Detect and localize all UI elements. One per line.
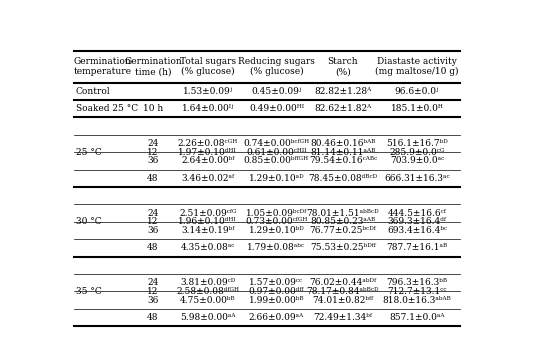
Text: 1.29±0.10ᵃᴰ: 1.29±0.10ᵃᴰ bbox=[249, 174, 304, 183]
Text: 693.4±16.4ᵇᶜ: 693.4±16.4ᵇᶜ bbox=[387, 226, 447, 235]
Text: 12: 12 bbox=[147, 287, 158, 296]
Text: 857.1±0.0ᵃᴬ: 857.1±0.0ᵃᴬ bbox=[389, 313, 445, 322]
Text: 2.64±0.00ᵇᶠ: 2.64±0.00ᵇᶠ bbox=[181, 156, 234, 165]
Text: 10 h: 10 h bbox=[143, 104, 163, 113]
Text: 0.61±0.00ᶜᴴᴵᴵ: 0.61±0.00ᶜᴴᴵᴵ bbox=[246, 148, 306, 157]
Text: 78.17±0.84ᵃᵇᴮᶜᴰ: 78.17±0.84ᵃᵇᴮᶜᴰ bbox=[307, 287, 379, 296]
Text: 3.14±0.19ᵇᶠ: 3.14±0.19ᵇᶠ bbox=[181, 226, 234, 235]
Text: 369.3±16.4ᵈᶠ: 369.3±16.4ᵈᶠ bbox=[388, 217, 447, 226]
Text: 1.97±0.10ᵈᴴᴵ: 1.97±0.10ᵈᴴᴵ bbox=[178, 148, 237, 157]
Text: 81.14±0.11ᵃᴬᴮ: 81.14±0.11ᵃᴬᴮ bbox=[310, 148, 376, 157]
Text: 4.75±0.00ᵇᴮ: 4.75±0.00ᵇᴮ bbox=[180, 295, 235, 305]
Text: 0.97±0.00ᵈᶠᶠ: 0.97±0.00ᵈᶠᶠ bbox=[249, 287, 304, 296]
Text: 35 °C: 35 °C bbox=[76, 287, 101, 296]
Text: 3.81±0.09ᶜᴰ: 3.81±0.09ᶜᴰ bbox=[180, 278, 235, 287]
Text: 75.53±0.25ᵇᴰᶠᶠ: 75.53±0.25ᵇᴰᶠᶠ bbox=[310, 243, 376, 252]
Text: 787.7±16.1ᵃᴮ: 787.7±16.1ᵃᴮ bbox=[386, 243, 448, 252]
Text: 0.45±0.09ʲ: 0.45±0.09ʲ bbox=[252, 87, 301, 96]
Text: 24: 24 bbox=[147, 278, 158, 287]
Text: 0.74±0.00ᵇᶜᶠᴳᴴ: 0.74±0.00ᵇᶜᶠᴳᴴ bbox=[243, 139, 310, 148]
Text: 25 °C: 25 °C bbox=[76, 148, 101, 157]
Text: 185.1±0.0ᴴ: 185.1±0.0ᴴ bbox=[391, 104, 443, 113]
Text: 1.05±0.09ᵇᶜᴰᶠ: 1.05±0.09ᵇᶜᴰᶠ bbox=[246, 209, 307, 217]
Text: 80.46±0.16ᵇᴬᴮ: 80.46±0.16ᵇᴬᴮ bbox=[310, 139, 376, 148]
Text: 79.54±0.16ᶜᴬᴮᶜ: 79.54±0.16ᶜᴬᴮᶜ bbox=[309, 156, 377, 165]
Text: 24: 24 bbox=[147, 209, 158, 217]
Text: 4.35±0.08ᵃᶜ: 4.35±0.08ᵃᶜ bbox=[181, 243, 235, 252]
Text: 12: 12 bbox=[147, 217, 158, 226]
Text: 0.73±0.00ᶜᶠᴳᴴ: 0.73±0.00ᶜᶠᴳᴴ bbox=[245, 217, 307, 226]
Text: Diastaste activity
(mg maltose/10 g): Diastaste activity (mg maltose/10 g) bbox=[375, 57, 459, 76]
Text: 76.02±0.44ᵃᵇᴰᶠ: 76.02±0.44ᵃᵇᴰᶠ bbox=[310, 278, 377, 287]
Text: 72.49±1.34ᵇᶠ: 72.49±1.34ᵇᶠ bbox=[314, 313, 372, 322]
Text: Germination
temperature: Germination temperature bbox=[74, 57, 131, 76]
Text: Control: Control bbox=[76, 87, 110, 96]
Text: 1.53±0.09ʲ: 1.53±0.09ʲ bbox=[183, 87, 233, 96]
Text: 1.96±0.10ᵈᴴᴵ: 1.96±0.10ᵈᴴᴵ bbox=[178, 217, 237, 226]
Text: 2.66±0.09ᵃᴬ: 2.66±0.09ᵃᴬ bbox=[249, 313, 304, 322]
Text: 48: 48 bbox=[147, 174, 159, 183]
Text: 82.62±1.82ᴬ: 82.62±1.82ᴬ bbox=[314, 104, 372, 113]
Text: 24: 24 bbox=[147, 139, 158, 148]
Text: Starch
(%): Starch (%) bbox=[327, 57, 358, 76]
Text: 36: 36 bbox=[147, 156, 158, 165]
Text: 818.0±16.3ᵃᵇᴬᴮ: 818.0±16.3ᵃᵇᴬᴮ bbox=[383, 295, 452, 305]
Text: 2.51±0.09ᶜᶠᴳ: 2.51±0.09ᶜᶠᴳ bbox=[179, 209, 237, 217]
Text: 0.85±0.00ᵇᶠᶠᴳᴴ: 0.85±0.00ᵇᶠᶠᴳᴴ bbox=[244, 156, 309, 165]
Text: 444.5±16.6ᶜᶠ: 444.5±16.6ᶜᶠ bbox=[388, 209, 447, 217]
Text: 666.31±16.3ᵃᶜ: 666.31±16.3ᵃᶜ bbox=[384, 174, 450, 183]
Text: 2.26±0.08ᶜᴳᴴ: 2.26±0.08ᶜᴳᴴ bbox=[178, 139, 238, 148]
Text: 0.49±0.00ᴴᴵ: 0.49±0.00ᴴᴵ bbox=[249, 104, 304, 113]
Text: 30 °C: 30 °C bbox=[76, 217, 101, 226]
Text: 80.85±0.23ᵃᴬᴮ: 80.85±0.23ᵃᴬᴮ bbox=[310, 217, 376, 226]
Text: 48: 48 bbox=[147, 243, 159, 252]
Text: 2.58±0.08ᵈᶠᴳᴴ: 2.58±0.08ᵈᶠᴳᴴ bbox=[176, 287, 239, 296]
Text: 96.6±0.0ʲ: 96.6±0.0ʲ bbox=[395, 87, 439, 96]
Text: Soaked 25 °C: Soaked 25 °C bbox=[76, 104, 138, 113]
Text: 74.01±0.82ᵇᶠᶠ: 74.01±0.82ᵇᶠᶠ bbox=[312, 295, 373, 305]
Text: 36: 36 bbox=[147, 295, 158, 305]
Text: Total sugars
(% glucose): Total sugars (% glucose) bbox=[179, 57, 236, 76]
Text: 3.46±0.02ᵃᶠ: 3.46±0.02ᵃᶠ bbox=[181, 174, 234, 183]
Text: 48: 48 bbox=[147, 313, 159, 322]
Text: 285.9±0.0ᶜᴳ: 285.9±0.0ᶜᴳ bbox=[389, 148, 445, 157]
Text: Germination
time (h): Germination time (h) bbox=[124, 57, 182, 76]
Text: 1.57±0.09ᶜᶜ: 1.57±0.09ᶜᶜ bbox=[249, 278, 304, 287]
Text: 12: 12 bbox=[147, 148, 158, 157]
Text: 78.45±0.08ᵈᴮᶜᴰ: 78.45±0.08ᵈᴮᶜᴰ bbox=[309, 174, 377, 183]
Text: 1.64±0.00ᴵʲ: 1.64±0.00ᴵʲ bbox=[182, 104, 234, 113]
Text: 712.7±13.1ᶜᶜ: 712.7±13.1ᶜᶜ bbox=[387, 287, 447, 296]
Text: 1.99±0.00ᵇᴮ: 1.99±0.00ᵇᴮ bbox=[249, 295, 304, 305]
Text: 82.82±1.28ᴬ: 82.82±1.28ᴬ bbox=[314, 87, 372, 96]
Text: Reducing sugars
(% glucose): Reducing sugars (% glucose) bbox=[238, 57, 315, 76]
Text: 36: 36 bbox=[147, 226, 158, 235]
Text: 78.01±1.51ᵃᵇᴮᶜᴰ: 78.01±1.51ᵃᵇᴮᶜᴰ bbox=[307, 209, 379, 217]
Text: 516.1±16.7ᵇᴰ: 516.1±16.7ᵇᴰ bbox=[386, 139, 448, 148]
Text: 1.79±0.08ᵃᵇᶜ: 1.79±0.08ᵃᵇᶜ bbox=[248, 243, 305, 252]
Text: 5.98±0.00ᵃᴬ: 5.98±0.00ᵃᴬ bbox=[180, 313, 235, 322]
Text: 1.29±0.10ᵇᴰ: 1.29±0.10ᵇᴰ bbox=[249, 226, 304, 235]
Text: 796.3±16.3ᵇᴮ: 796.3±16.3ᵇᴮ bbox=[387, 278, 448, 287]
Text: 76.77±0.25ᵇᶜᴰᶠ: 76.77±0.25ᵇᶜᴰᶠ bbox=[310, 226, 376, 235]
Text: 703.9±0.0ᵃᶜ: 703.9±0.0ᵃᶜ bbox=[390, 156, 444, 165]
